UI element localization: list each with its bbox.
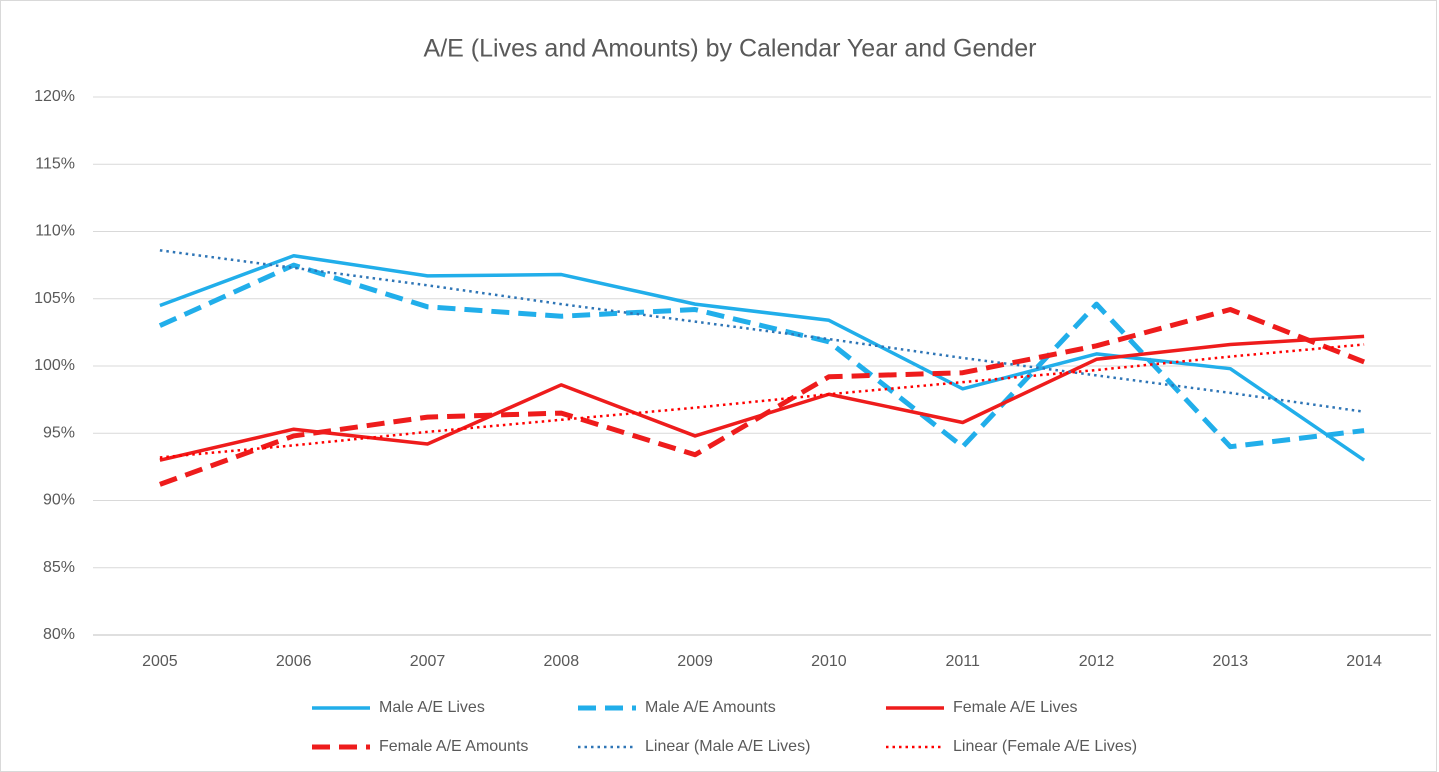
legend-label: Male A/E Lives	[379, 699, 485, 716]
series-line	[158, 262, 1365, 450]
x-tick-label: 2007	[410, 653, 446, 670]
x-tick-label: 2010	[811, 653, 847, 670]
series-line	[159, 343, 1365, 459]
x-tick-label: 2012	[1079, 653, 1115, 670]
series-line	[159, 253, 1366, 462]
y-tick-label: 115%	[35, 155, 75, 172]
legend-label: Linear (Female A/E Lives)	[953, 738, 1137, 755]
x-tick-label: 2006	[276, 653, 312, 670]
y-tick-label: 105%	[34, 290, 75, 307]
y-tick-label: 100%	[34, 357, 75, 374]
legend-label: Female A/E Amounts	[379, 738, 528, 755]
legend-label: Female A/E Lives	[953, 699, 1078, 716]
x-tick-label: 2009	[677, 653, 713, 670]
legend-label: Linear (Male A/E Lives)	[645, 738, 810, 755]
y-tick-label: 120%	[34, 88, 75, 105]
y-tick-label: 85%	[43, 559, 75, 576]
y-tick-label: 110%	[35, 223, 75, 240]
y-tick-label: 90%	[43, 492, 75, 509]
x-tick-label: 2008	[544, 653, 580, 670]
x-tick-label: 2014	[1346, 653, 1382, 670]
y-tick-label: 95%	[43, 424, 75, 441]
legend-label: Male A/E Amounts	[645, 699, 776, 716]
series-line	[159, 307, 1366, 487]
x-tick-label: 2013	[1213, 653, 1249, 670]
series-line	[159, 249, 1365, 413]
chart-title: A/E (Lives and Amounts) by Calendar Year…	[424, 35, 1037, 63]
x-tick-label: 2011	[945, 653, 980, 670]
y-tick-label: 80%	[43, 626, 75, 643]
x-tick-label: 2005	[142, 653, 178, 670]
